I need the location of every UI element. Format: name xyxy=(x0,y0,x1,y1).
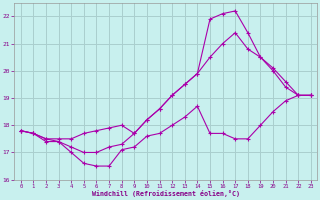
X-axis label: Windchill (Refroidissement éolien,°C): Windchill (Refroidissement éolien,°C) xyxy=(92,190,240,197)
